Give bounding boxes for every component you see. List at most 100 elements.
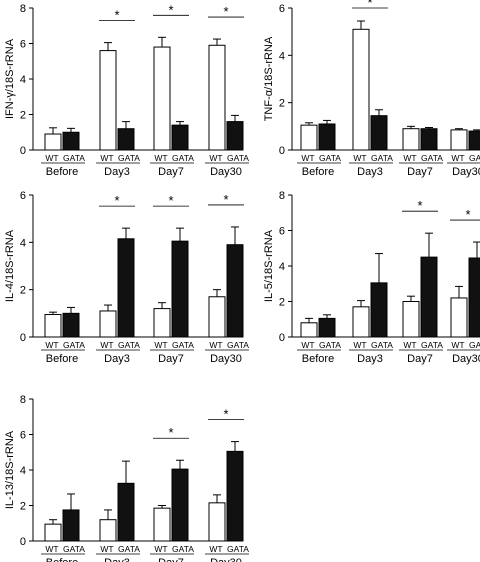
bar-wt-before <box>44 133 62 151</box>
bar-gata-before <box>62 131 80 151</box>
group-label-before: Before <box>46 557 78 562</box>
y-tick-label: 8 <box>20 394 26 406</box>
group-label-day30: Day30 <box>210 166 242 178</box>
pair-label-wt: WT <box>353 153 366 163</box>
pair-label-wt: WT <box>403 153 416 163</box>
pair-label-gata: GATA <box>469 340 480 350</box>
pair-label-gata: GATA <box>227 153 249 163</box>
bar-wt-day7 <box>153 507 171 542</box>
y-tick-label: 4 <box>20 237 26 249</box>
bar-wt-day3 <box>352 28 370 151</box>
bar-wt-day3 <box>99 50 117 151</box>
bar-gata-day7 <box>420 128 438 151</box>
pair-label-wt: WT <box>100 340 113 350</box>
bar-gata-day30 <box>226 121 244 151</box>
panel-5: 0 2 4 6 8 IL-13/18S-rRNA WT GATA Before WT GATA Day… <box>4 394 249 562</box>
group-label-day7: Day7 <box>158 557 184 562</box>
significance-star: * <box>114 193 119 208</box>
bar-wt-day3 <box>99 310 117 338</box>
group-label-day3: Day3 <box>104 166 130 178</box>
y-tick-label: 4 <box>20 74 26 86</box>
y-tick-label: 0 <box>20 332 26 344</box>
y-tick-label: 0 <box>279 332 285 344</box>
pair-label-gata: GATA <box>63 153 85 163</box>
group-label-day7: Day7 <box>158 166 184 178</box>
pair-label-gata: GATA <box>172 153 194 163</box>
pair-label-wt: WT <box>154 544 167 554</box>
pair-label-wt: WT <box>154 153 167 163</box>
bar-gata-day30 <box>468 130 480 151</box>
y-tick-label: 2 <box>279 297 285 309</box>
significance-star: * <box>168 193 173 208</box>
bar-gata-day30 <box>226 450 244 542</box>
group-label-day3: Day3 <box>357 166 383 178</box>
group-label-day7: Day7 <box>407 166 433 178</box>
significance-star: * <box>367 0 372 10</box>
pair-label-wt: WT <box>100 544 113 554</box>
significance-star: * <box>168 425 173 440</box>
pair-label-gata: GATA <box>469 153 480 163</box>
panel-4: 0 2 4 6 8 IL-5/18S-rRNA WT GATA Before WT GATA Day3… <box>263 190 480 365</box>
bar-gata-day3 <box>117 238 135 338</box>
bar-gata-day3 <box>370 282 388 338</box>
bar-wt-day30 <box>208 502 226 542</box>
pair-label-wt: WT <box>45 544 58 554</box>
y-tick-label: 6 <box>20 430 26 442</box>
group-label-before: Before <box>46 353 78 365</box>
bar-gata-day7 <box>420 256 438 338</box>
y-tick-label: 0 <box>20 536 26 548</box>
bar-wt-day7 <box>402 301 420 338</box>
bar-gata-before <box>318 123 336 151</box>
group-label-day3: Day3 <box>357 353 383 365</box>
bar-gata-day3 <box>117 482 135 542</box>
y-axis-title: IFN-γ/18S-rRNA <box>4 38 16 119</box>
pair-label-gata: GATA <box>319 153 341 163</box>
bar-wt-day30 <box>208 296 226 338</box>
pair-label-gata: GATA <box>371 153 393 163</box>
y-tick-label: 2 <box>279 98 285 110</box>
pair-label-wt: WT <box>301 153 314 163</box>
pair-label-wt: WT <box>451 153 464 163</box>
y-tick-label: 0 <box>279 145 285 157</box>
y-tick-label: 2 <box>20 501 26 513</box>
panel-2: 0 2 4 6 TNF-α/18S-rRNA WT GATA Before WT GATA Day3… <box>263 0 480 178</box>
pair-label-gata: GATA <box>319 340 341 350</box>
panel-3: 0 2 4 6 IL-4/18S-rRNA WT GATA Before WT GATA Day3 *… <box>4 190 249 365</box>
pair-label-wt: WT <box>100 153 113 163</box>
bar-gata-day7 <box>171 124 189 151</box>
y-tick-label: 6 <box>20 39 26 51</box>
bar-wt-before <box>300 322 318 338</box>
pair-label-gata: GATA <box>118 153 140 163</box>
y-tick-label: 8 <box>20 3 26 15</box>
bar-wt-day30 <box>450 297 468 338</box>
y-tick-label: 6 <box>279 3 285 15</box>
y-tick-label: 6 <box>279 226 285 238</box>
y-tick-label: 8 <box>279 190 285 202</box>
group-label-day7: Day7 <box>407 353 433 365</box>
group-label-day30: Day30 <box>210 353 242 365</box>
pair-label-wt: WT <box>154 340 167 350</box>
pair-label-wt: WT <box>45 340 58 350</box>
group-label-day3: Day3 <box>104 557 130 562</box>
bar-gata-day30 <box>468 257 480 338</box>
y-axis-title: IL-4/18S-rRNA <box>4 229 16 302</box>
y-tick-label: 6 <box>20 190 26 202</box>
bar-gata-day3 <box>370 115 388 151</box>
bar-wt-day7 <box>153 46 171 151</box>
significance-star: * <box>114 8 119 23</box>
group-label-day30: Day30 <box>452 166 480 178</box>
pair-label-wt: WT <box>451 340 464 350</box>
pair-label-wt: WT <box>353 340 366 350</box>
y-axis-title: IL-5/18S-rRNA <box>263 229 275 302</box>
pair-label-gata: GATA <box>63 340 85 350</box>
bar-gata-before <box>318 317 336 338</box>
bar-gata-before <box>62 312 80 338</box>
significance-star: * <box>465 207 470 222</box>
bar-wt-before <box>44 314 62 338</box>
bar-wt-before <box>44 523 62 542</box>
pair-label-gata: GATA <box>371 340 393 350</box>
y-tick-label: 4 <box>279 50 285 62</box>
bar-gata-day30 <box>226 244 244 338</box>
pair-label-wt: WT <box>209 340 222 350</box>
bar-wt-day30 <box>450 129 468 151</box>
